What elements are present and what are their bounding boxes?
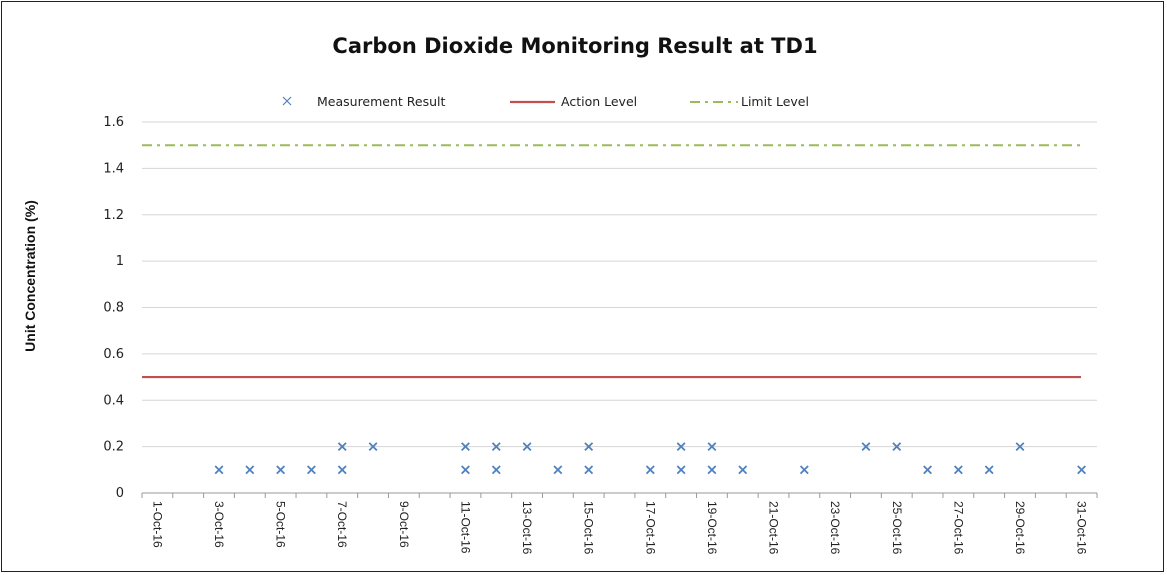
y-tick-label: 0.8 <box>103 301 124 316</box>
data-point <box>861 442 871 452</box>
data-point <box>337 465 347 475</box>
x-tick-label: 23-Oct-16 <box>828 501 842 555</box>
data-point <box>892 442 902 452</box>
y-tick-label: 0.2 <box>103 440 124 455</box>
x-tick-label: 25-Oct-16 <box>890 501 904 555</box>
legend-item-limit: Limit Level <box>690 94 809 109</box>
legend-item-measurement: Measurement Result <box>282 94 446 109</box>
data-point <box>306 465 316 475</box>
x-tick-label: 13-Oct-16 <box>520 501 534 555</box>
data-point <box>276 465 286 475</box>
y-axis-ticks: 0 0.2 0.4 0.6 0.8 1 1.2 1.4 1.6 <box>103 115 124 501</box>
x-tick-label: 17-Oct-16 <box>643 501 657 555</box>
data-point <box>214 465 224 475</box>
legend-marker-measurement <box>282 96 292 106</box>
legend-label-measurement: Measurement Result <box>317 94 446 109</box>
legend-item-action: Action Level <box>510 94 637 109</box>
data-point <box>1015 442 1025 452</box>
data-point <box>1077 465 1087 475</box>
data-point <box>707 465 717 475</box>
y-tick-label: 0.6 <box>103 347 124 362</box>
x-tick-label: 15-Oct-16 <box>582 501 596 555</box>
legend-label-action: Action Level <box>561 94 637 109</box>
y-tick-label: 1.6 <box>103 115 124 130</box>
y-tick-label: 1.4 <box>103 161 124 176</box>
y-tick-label: 1 <box>116 254 124 269</box>
x-tick-label: 21-Oct-16 <box>767 501 781 555</box>
measurement-points <box>214 442 1087 475</box>
data-point <box>491 465 501 475</box>
data-point <box>337 442 347 452</box>
x-tick-label: 29-Oct-16 <box>1013 501 1027 555</box>
reference-lines <box>142 144 1081 379</box>
data-point <box>676 442 686 452</box>
y-tick-label: 0 <box>116 486 124 501</box>
y-axis-label: Unit Concentration (%) <box>22 200 38 352</box>
data-point <box>522 442 532 452</box>
data-point <box>461 442 470 452</box>
x-tick-label: 9-Oct-16 <box>397 501 411 548</box>
y-tick-label: 1.2 <box>103 208 124 223</box>
data-point <box>368 442 378 452</box>
data-point <box>707 442 717 452</box>
chart-title: Carbon Dioxide Monitoring Result at TD1 <box>332 34 817 58</box>
data-point <box>923 465 933 475</box>
x-axis-ticks: 1-Oct-16 3-Oct-16 5-Oct-16 7-Oct-16 9-Oct-16… <box>150 501 1088 555</box>
data-point <box>676 465 686 475</box>
y-tick-label: 0.4 <box>103 393 124 408</box>
data-point <box>461 465 470 475</box>
legend: Measurement Result Action Level Limit Le… <box>282 94 809 109</box>
data-point <box>799 465 809 475</box>
x-tick-label: 7-Oct-16 <box>335 501 349 548</box>
data-point <box>953 465 963 475</box>
x-tick-label: 3-Oct-16 <box>212 501 226 548</box>
x-tick-label: 27-Oct-16 <box>951 501 965 555</box>
data-point <box>491 442 501 452</box>
x-tick-label: 19-Oct-16 <box>705 501 719 555</box>
data-point <box>738 465 748 475</box>
x-tick-label: 11-Oct-16 <box>458 501 472 554</box>
data-point <box>245 465 255 475</box>
data-point <box>584 465 594 475</box>
data-point <box>984 465 994 475</box>
x-tick-label: 1-Oct-16 <box>150 501 164 548</box>
x-tick-label: 31-Oct-16 <box>1075 501 1089 555</box>
data-point <box>645 465 655 475</box>
data-point <box>553 465 563 475</box>
grid <box>142 121 1097 448</box>
data-point <box>584 442 594 452</box>
x-tick-label: 5-Oct-16 <box>274 501 288 548</box>
legend-label-limit: Limit Level <box>741 94 809 109</box>
x-axis <box>141 492 1098 498</box>
